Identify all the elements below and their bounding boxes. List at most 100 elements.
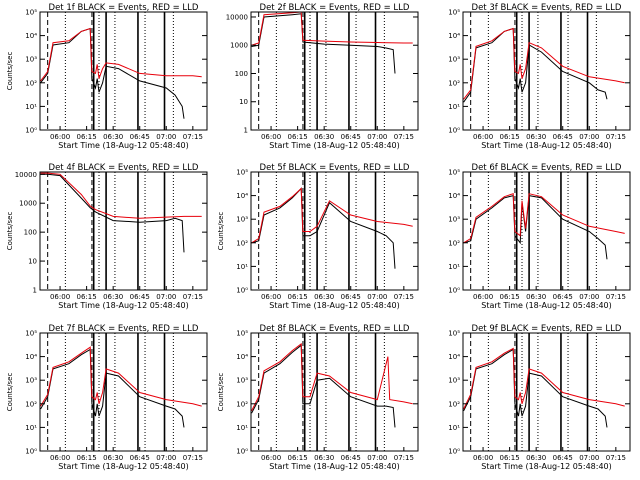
y-tick-label: 10⁴ [448, 192, 460, 200]
y-tick-label: 10¹ [25, 103, 37, 111]
x-tick-label: 07:15 [394, 293, 414, 301]
x-tick-label: 06:45 [553, 293, 573, 301]
x-tick-label: 07:15 [394, 133, 414, 141]
panel-title: Det 6f BLACK = Events, RED = LLD [472, 163, 622, 173]
x-tick-label: 07:15 [183, 293, 203, 301]
y-tick-label: 100 [24, 229, 37, 237]
panel-det-7f: 10⁰ 10¹ 10² 10³ 10⁴ 10⁵ 06:00 06:15 06:30 06:45 07… [6, 324, 208, 471]
x-axis-label: Start Time (18-Aug-12 05:48:40) [481, 462, 612, 471]
panel-title: Det 1f BLACK = Events, RED = LLD [49, 3, 199, 13]
x-tick-label: 07:15 [606, 454, 626, 462]
y-tick-label: 10⁰ [236, 448, 248, 456]
y-tick-label: 10⁵ [25, 330, 37, 338]
x-axis-label: Start Time (18-Aug-12 05:48:40) [481, 301, 612, 310]
lld-series-line [40, 172, 202, 219]
panel-title: Det 8f BLACK = Events, RED = LLD [260, 324, 410, 334]
panel-det-5f: 10⁰ 10¹ 10² 10³ 10⁴ 10⁵ 06:00 06:15 06:30 06:45 07… [217, 163, 419, 310]
events-series-line [463, 348, 608, 428]
x-axis-label: Start Time (18-Aug-12 05:48:40) [269, 301, 400, 310]
x-tick-label: 06:45 [341, 293, 361, 301]
y-tick-label: 10³ [448, 377, 460, 385]
y-tick-label: 10² [448, 79, 460, 87]
x-tick-label: 07:00 [579, 454, 599, 462]
panel-det-3f: 10⁰ 10¹ 10² 10³ 10⁴ 10⁵ 06:00 06:15 06:30 06:45 07… [448, 3, 631, 150]
y-tick-label: 1000 [230, 42, 248, 50]
y-tick-label: 10² [25, 79, 37, 87]
panel-det-1f: 10⁰ 10¹ 10² 10³ 10⁴ 10⁵ 06:00 06:15 06:30 06:45 07… [6, 3, 208, 150]
lld-series-line [463, 347, 625, 410]
y-tick-label: 10000 [15, 171, 37, 179]
y-tick-label: 10² [236, 239, 248, 247]
events-series-line [251, 187, 396, 269]
y-tick-label: 10⁰ [448, 287, 460, 295]
events-series-line [251, 344, 396, 428]
panel-title: Det 3f BLACK = Events, RED = LLD [472, 3, 622, 13]
y-tick-label: 10¹ [448, 263, 460, 271]
y-tick-label: 10² [448, 400, 460, 408]
y-axis-label: Counts/sec [6, 373, 14, 412]
panel-det-4f: 1 10 100 1000 10000 06:00 06:15 06:30 06:45 07:00… [6, 163, 208, 310]
x-tick-label: 06:30 [103, 454, 123, 462]
y-tick-label: 10³ [236, 377, 248, 385]
y-tick-label: 1 [244, 127, 248, 135]
y-tick-label: 10⁵ [448, 169, 460, 177]
y-tick-label: 1000 [19, 200, 37, 208]
x-tick-label: 07:00 [579, 133, 599, 141]
events-series-line [251, 13, 396, 74]
lld-series-line [251, 187, 413, 244]
y-tick-label: 100 [235, 70, 248, 78]
x-tick-label: 06:15 [288, 133, 308, 141]
plot-frame [39, 171, 208, 291]
plot-frame [39, 332, 208, 452]
x-tick-label: 06:15 [77, 133, 97, 141]
plot-frame [462, 171, 631, 291]
x-tick-label: 07:15 [183, 133, 203, 141]
y-tick-label: 10⁵ [448, 9, 460, 17]
y-tick-label: 10⁵ [236, 169, 248, 177]
x-tick-label: 07:15 [394, 454, 414, 462]
y-tick-label: 10⁴ [25, 353, 37, 361]
panel-det-2f: 1 10 100 1000 10000 06:00 06:15 06:30 06:45 07:00… [226, 3, 419, 150]
x-tick-label: 06:30 [314, 133, 334, 141]
y-axis-label: Counts/sec [6, 212, 14, 251]
x-tick-label: 06:15 [500, 293, 520, 301]
x-tick-label: 06:45 [130, 293, 150, 301]
x-tick-label: 06:00 [261, 293, 281, 301]
x-tick-label: 07:00 [579, 293, 599, 301]
y-tick-label: 10 [28, 258, 37, 266]
x-tick-label: 06:00 [473, 454, 493, 462]
y-axis-label: Counts/sec [6, 52, 14, 91]
x-tick-label: 07:00 [367, 293, 387, 301]
panel-title: Det 5f BLACK = Events, RED = LLD [260, 163, 410, 173]
events-series-line [463, 27, 608, 103]
x-tick-label: 06:15 [500, 454, 520, 462]
panel-det-8f: 10⁰ 10¹ 10² 10³ 10⁴ 10⁵ 06:00 06:15 06:30 06:45 07… [217, 324, 419, 471]
x-axis-label: Start Time (18-Aug-12 05:48:40) [58, 301, 189, 310]
events-series-line [40, 348, 185, 428]
x-axis-label: Start Time (18-Aug-12 05:48:40) [58, 141, 189, 150]
y-tick-label: 10¹ [448, 103, 460, 111]
x-tick-label: 06:30 [526, 293, 546, 301]
y-tick-label: 10⁴ [448, 32, 460, 40]
y-tick-label: 10³ [448, 56, 460, 64]
x-tick-label: 06:15 [77, 293, 97, 301]
events-series-line [40, 173, 185, 253]
panel-det-9f: 10⁰ 10¹ 10² 10³ 10⁴ 10⁵ 06:00 06:15 06:30 06:45 07… [448, 324, 631, 471]
x-tick-label: 07:00 [156, 133, 176, 141]
x-tick-label: 06:30 [103, 133, 123, 141]
y-tick-label: 10000 [226, 13, 248, 21]
x-axis-label: Start Time (18-Aug-12 05:48:40) [269, 462, 400, 471]
panel-det-6f: 10⁰ 10¹ 10² 10³ 10⁴ 10⁵ 06:00 06:15 06:30 06:45 07… [448, 163, 631, 310]
x-tick-label: 06:30 [526, 133, 546, 141]
y-tick-label: 10⁵ [448, 330, 460, 338]
x-tick-label: 06:45 [341, 454, 361, 462]
plot-frame [462, 11, 631, 131]
x-tick-label: 06:00 [473, 293, 493, 301]
x-tick-label: 06:45 [553, 454, 573, 462]
y-tick-label: 10¹ [25, 424, 37, 432]
y-tick-label: 10³ [25, 377, 37, 385]
x-tick-label: 06:30 [314, 293, 334, 301]
x-tick-label: 07:15 [606, 133, 626, 141]
x-tick-label: 06:15 [288, 454, 308, 462]
